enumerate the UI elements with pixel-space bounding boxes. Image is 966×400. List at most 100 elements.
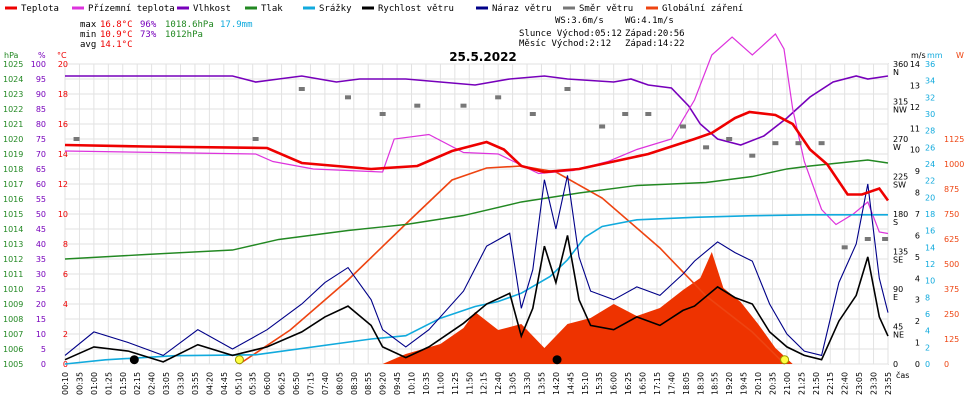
w-tick-label: 125 <box>944 335 959 344</box>
ms-tick-label: 8 <box>915 189 920 198</box>
temp-tick-label: 20 <box>58 60 68 69</box>
dir-tick-label: 45 <box>893 323 903 332</box>
mm-tick-label: 28 <box>925 127 935 136</box>
pct-tick-label: 45 <box>36 225 46 234</box>
hpa-tick-label: 1005 <box>3 360 23 369</box>
x-tick-label: 21:00 <box>783 372 792 395</box>
pct-tick-label: 95 <box>36 75 46 84</box>
pct-tick-label: 30 <box>36 270 46 279</box>
axis-pct-unit-label: % <box>38 51 46 60</box>
x-tick-label: 14:20 <box>552 372 561 395</box>
x-tick-label: 07:40 <box>321 372 330 395</box>
wind-direction-point <box>645 112 652 116</box>
mm-tick-label: 8 <box>925 293 930 302</box>
x-tick-label: 18:30 <box>696 372 705 395</box>
pct-tick-label: 75 <box>36 135 46 144</box>
mm-tick-label: 0 <box>925 360 930 369</box>
series-temperature <box>64 110 890 202</box>
info-moon: Měsíc Východ:2:12 <box>519 39 611 49</box>
hpa-tick-label: 1007 <box>3 330 23 339</box>
stats-min-hum: 73% <box>140 30 157 40</box>
hpa-tick-label: 1024 <box>3 75 23 84</box>
pct-tick-label: 0 <box>41 360 46 369</box>
wind-direction-point <box>460 103 467 108</box>
axis-temp-unit-label: °C <box>57 51 67 60</box>
legend: Teplota Přízemní teplota Vlhkost Tlak Srážky… <box>5 4 743 14</box>
x-tick-label: 05:10 <box>234 372 243 395</box>
wind-direction-point <box>726 137 733 141</box>
x-tick-label: 08:55 <box>364 372 373 395</box>
axis-ticks: 1005100610071008100910101011101210131014… <box>3 60 964 395</box>
dir-card-label: SE <box>893 256 903 265</box>
pct-tick-label: 20 <box>36 300 46 309</box>
series-wind-gust <box>64 175 889 357</box>
axis-x-unit-label: čas <box>896 370 909 380</box>
x-tick-label: 16:00 <box>610 372 619 395</box>
ms-tick-label: 7 <box>915 210 920 219</box>
hpa-tick-label: 1008 <box>3 315 23 324</box>
mm-tick-label: 12 <box>925 260 935 269</box>
series-ground-temp <box>64 33 889 235</box>
dir-tick-label: 225 <box>893 173 908 182</box>
x-tick-label: 20:10 <box>754 372 763 395</box>
legend-label: Směr větru <box>579 4 633 14</box>
mm-tick-label: 18 <box>925 210 935 219</box>
dir-tick-label: 180 <box>893 210 908 219</box>
pct-tick-label: 85 <box>36 105 46 114</box>
x-tick-label: 22:40 <box>841 372 850 395</box>
x-tick-label: 10:10 <box>408 372 417 395</box>
wind-direction-point <box>73 137 80 141</box>
wind-direction-point <box>379 112 386 116</box>
x-tick-label: 21:25 <box>797 372 806 395</box>
w-tick-label: 0 <box>944 360 949 369</box>
stats-max-press: 1018.6hPa <box>165 20 214 30</box>
stats-avg-temp: 14.1°C <box>100 40 133 50</box>
pct-tick-label: 80 <box>36 120 46 129</box>
x-tick-label: 10:35 <box>422 372 431 395</box>
dir-card-label: N <box>893 68 899 77</box>
ms-tick-label: 2 <box>915 317 920 326</box>
wind-direction-point <box>344 95 351 100</box>
radiation-area <box>382 252 793 364</box>
plot-area <box>64 33 890 365</box>
x-tick-label: 18:55 <box>711 372 720 395</box>
x-tick-label: 12:15 <box>480 372 489 395</box>
dir-card-label: E <box>893 293 898 302</box>
dir-tick-label: 360 <box>893 60 908 69</box>
x-tick-label: 19:45 <box>740 372 749 395</box>
temp-tick-label: 4 <box>63 300 68 309</box>
x-tick-label: 03:30 <box>177 372 186 395</box>
x-tick-label: 15:35 <box>595 372 604 395</box>
stats-min-label: min <box>80 30 96 40</box>
wind-direction-point <box>564 87 571 91</box>
x-tick-label: 12:40 <box>494 372 503 395</box>
x-tick-label: 06:25 <box>278 372 287 395</box>
pct-tick-label: 65 <box>36 165 46 174</box>
legend-label: Globální záření <box>662 4 743 14</box>
x-tick-label: 23:05 <box>855 372 864 395</box>
ms-tick-label: 5 <box>915 253 920 262</box>
pct-tick-label: 100 <box>31 60 46 69</box>
x-tick-label: 14:45 <box>566 372 575 395</box>
mm-tick-label: 6 <box>925 310 930 319</box>
info-block: WS:3.6m/s WG:4.1m/s Slunce Východ:05:12 … <box>519 16 685 49</box>
ms-tick-label: 11 <box>910 124 920 133</box>
legend-label: Tlak <box>261 4 283 14</box>
temp-tick-label: 8 <box>63 240 68 249</box>
axis-w-unit-label: W <box>956 51 964 60</box>
ms-tick-label: 10 <box>910 146 920 155</box>
x-tick-label: 11:50 <box>465 372 474 395</box>
mm-tick-label: 36 <box>925 60 935 69</box>
w-tick-label: 250 <box>944 310 959 319</box>
legend-label: Vlhkost <box>193 4 231 14</box>
pct-tick-label: 55 <box>36 195 46 204</box>
mm-tick-label: 16 <box>925 227 935 236</box>
x-tick-label: 08:05 <box>335 372 344 395</box>
x-tick-label: 11:00 <box>436 372 445 395</box>
mm-tick-label: 4 <box>925 327 930 336</box>
info-ws: WS:3.6m/s <box>555 16 604 26</box>
dir-card-label: NE <box>893 331 904 340</box>
axis-hpa-unit-label: hPa <box>4 51 19 60</box>
dir-tick-label: 135 <box>893 248 908 257</box>
mm-tick-label: 10 <box>925 277 935 286</box>
